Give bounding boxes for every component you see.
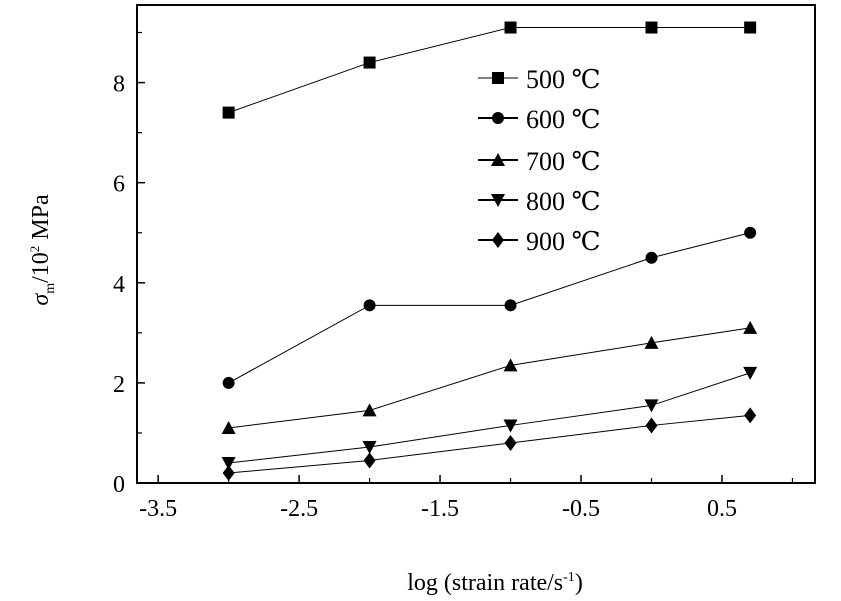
triangle-down-marker: [221, 456, 236, 470]
legend-label: 500 ℃: [526, 65, 601, 94]
legend-label: 600 ℃: [526, 105, 601, 134]
x-tick-label: -3.5: [139, 496, 177, 522]
square-marker: [492, 72, 504, 84]
series-600: [222, 226, 757, 389]
plot-frame: [136, 4, 816, 484]
x-tick-label: -0.5: [562, 496, 600, 522]
square-marker: [744, 21, 757, 34]
series-900: [222, 407, 757, 481]
triangle-down-marker: [503, 419, 518, 433]
legend-item: 700 ℃: [478, 147, 601, 176]
series-500: [222, 21, 757, 119]
diamond-marker: [363, 452, 376, 469]
y-tick-label: 0: [113, 472, 125, 498]
circle-marker: [504, 299, 517, 312]
diamond-marker: [492, 232, 504, 248]
triangle-down-marker: [644, 399, 659, 413]
triangle-up-marker: [491, 153, 505, 166]
diamond-marker: [744, 407, 757, 424]
triangle-up-marker: [503, 358, 518, 372]
x-axis-label: log (strain rate/s-1): [407, 570, 583, 596]
legend-item: 500 ℃: [478, 65, 601, 94]
triangle-up-marker: [644, 335, 659, 349]
diamond-marker: [645, 417, 658, 434]
x-tick-label: -2.5: [280, 496, 318, 522]
series-800: [221, 366, 758, 470]
triangle-down-marker: [743, 366, 758, 380]
square-marker: [645, 21, 658, 34]
square-marker: [504, 21, 517, 34]
series-line: [228, 27, 751, 114]
circle-marker: [744, 226, 757, 239]
triangle-up-marker: [362, 403, 377, 417]
y-tick-label: 8: [113, 72, 125, 98]
circle-marker: [645, 251, 658, 264]
legend-label: 900 ℃: [526, 227, 601, 256]
legend-item: 600 ℃: [478, 105, 601, 134]
legend-item: 900 ℃: [478, 227, 601, 256]
triangle-up-marker: [743, 320, 758, 334]
series-line: [228, 327, 751, 429]
triangle-down-marker: [362, 440, 377, 454]
circle-marker: [492, 112, 504, 124]
x-tick-label: 0.5: [707, 496, 737, 522]
circle-marker: [363, 299, 376, 312]
square-marker: [363, 56, 376, 69]
triangle-down-marker: [491, 194, 505, 207]
legend-label: 700 ℃: [526, 147, 601, 176]
legend: 500 ℃ 600 ℃ 700 ℃ 800 ℃ 900 ℃: [478, 65, 601, 256]
y-tick-label: 4: [113, 272, 125, 298]
y-tick-label: 2: [113, 372, 125, 398]
x-tick-label: -1.5: [421, 496, 459, 522]
series-line: [228, 232, 751, 384]
y-axis-label: σm/102 MPa: [27, 194, 58, 306]
square-marker: [222, 106, 235, 119]
legend-item: 800 ℃: [478, 187, 601, 216]
series-700: [221, 320, 758, 434]
series-line: [228, 414, 751, 474]
triangle-up-marker: [221, 420, 236, 434]
legend-label: 800 ℃: [526, 187, 601, 216]
circle-marker: [222, 376, 235, 389]
diamond-marker: [222, 464, 235, 481]
diamond-marker: [504, 434, 517, 451]
y-tick-label: 6: [113, 172, 125, 198]
